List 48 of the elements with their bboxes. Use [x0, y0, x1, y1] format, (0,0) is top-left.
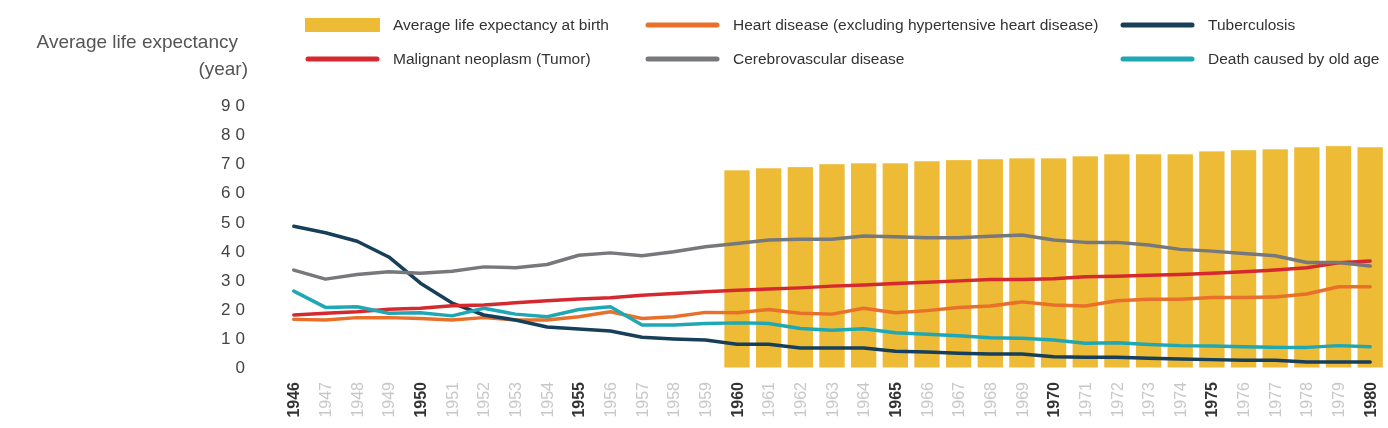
bar — [1199, 151, 1225, 368]
bar — [945, 160, 972, 368]
legend-label: Death caused by old age — [1208, 50, 1380, 68]
bar — [1325, 146, 1352, 368]
bar — [1167, 154, 1193, 368]
bar — [1009, 158, 1035, 368]
line-series — [292, 289, 1372, 350]
x-tick-label: 1955 — [570, 381, 588, 418]
x-tick-label: 1965 — [886, 381, 904, 418]
legend-label: Average life expectancy at birth — [393, 16, 609, 34]
line-series — [292, 284, 1372, 322]
bar — [1230, 150, 1257, 368]
bar — [819, 164, 845, 368]
y-axis-title: Average life expectancy (year) — [36, 31, 248, 79]
line-series — [292, 224, 1372, 364]
bar — [1040, 158, 1067, 368]
y-tick-label: 50 — [221, 212, 250, 232]
legend-label: Heart disease (excluding hypertensive heart disease) — [733, 16, 1099, 34]
bar — [1072, 156, 1098, 368]
bar — [882, 163, 908, 368]
bar — [1357, 147, 1383, 368]
y-tick-label: 30 — [221, 270, 250, 290]
legend-label: Cerebrovascular disease — [733, 50, 905, 68]
x-tick-label: 1970 — [1045, 381, 1063, 418]
line-series — [292, 233, 1372, 281]
legend-label: Tuberculosis — [1208, 16, 1296, 34]
bar — [1262, 149, 1288, 368]
bar — [1104, 154, 1130, 368]
bar — [787, 167, 814, 368]
x-tick-label: 1975 — [1203, 381, 1221, 418]
line-series — [292, 259, 1372, 317]
y-tick-label: 40 — [221, 241, 250, 261]
y-tick-label: 60 — [221, 183, 250, 203]
x-tick-label: 1980 — [1361, 381, 1379, 418]
bar — [914, 161, 940, 368]
y-tick-label: 10 — [221, 329, 250, 349]
y-tick-label: 0 — [235, 358, 250, 378]
bar — [724, 170, 750, 368]
legend-label: Malignant neoplasm (Tumor) — [393, 50, 591, 68]
bar — [1294, 147, 1320, 368]
y-tick-label: 80 — [221, 125, 250, 145]
y-tick-label: 90 — [221, 95, 250, 115]
x-tick-label: 1946 — [285, 381, 303, 418]
y-tick-label: 20 — [221, 300, 250, 320]
x-tick-label: 1950 — [412, 381, 430, 418]
x-tick-label: 1960 — [728, 381, 746, 418]
y-tick-label: 70 — [221, 154, 250, 174]
bar — [977, 159, 1003, 368]
